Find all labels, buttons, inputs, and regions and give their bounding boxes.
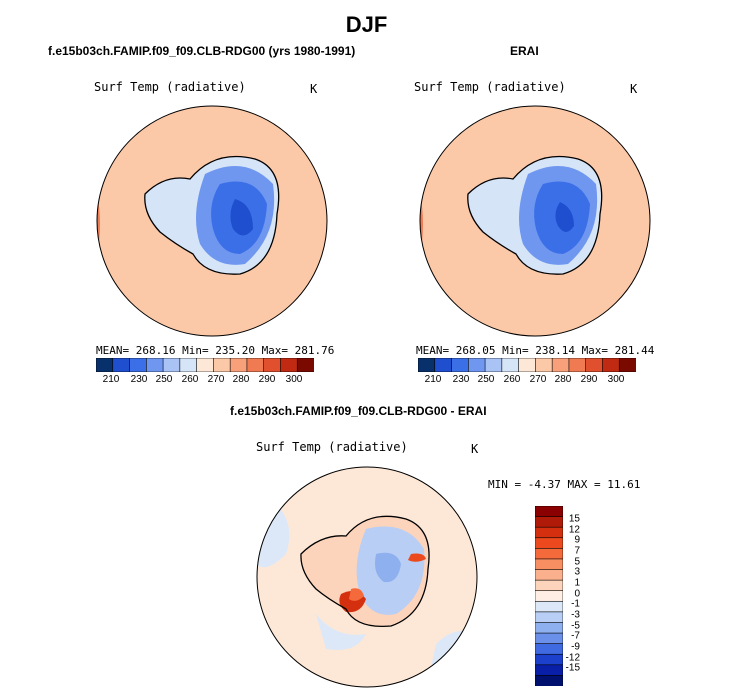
colorbar-swatch (146, 358, 164, 372)
tick-label: 1 (574, 577, 580, 589)
tick-label: 270 (529, 374, 547, 385)
tick-label: 270 (207, 374, 225, 385)
panel1-colorbar (96, 358, 314, 372)
colorbar-swatch (434, 358, 453, 372)
colorbar-swatch (96, 358, 114, 372)
panel1-title: f.e15b03ch.FAMIP.f09_f09.CLB-RDG00 (yrs … (48, 44, 356, 58)
colorbar-swatch (196, 358, 215, 372)
panel2-units: K (630, 82, 638, 96)
tick-label: 300 (607, 374, 625, 385)
tick-label: 260 (181, 374, 199, 385)
panel3-polar-map (256, 466, 478, 688)
colorbar-swatch (129, 358, 148, 372)
panel2-polar-map (419, 105, 651, 337)
tick-label: -9 (571, 641, 580, 653)
panel1-colorbar-ticks: 210 230 250 260 270 280 290 300 (96, 374, 314, 388)
tick-label: 3 (574, 566, 580, 578)
tick-label: 15 (568, 513, 580, 525)
colorbar-swatch (618, 358, 636, 372)
tick-label: 9 (574, 534, 580, 546)
panel2-colorbar-ticks: 210 230 250 260 270 280 290 300 (418, 374, 636, 388)
panel2-colorbar (418, 358, 636, 372)
panel2-stats: MEAN= 268.05 Min= 238.14 Max= 281.44 (416, 344, 655, 357)
tick-label: 290 (258, 374, 276, 385)
panel2-variable-label: Surf Temp (radiative) (414, 80, 566, 94)
colorbar-swatch (179, 358, 198, 372)
tick-label: 280 (554, 374, 572, 385)
colorbar-swatch (451, 358, 470, 372)
colorbar-swatch (518, 358, 537, 372)
colorbar-swatch (535, 675, 563, 686)
panel2-title: ERAI (510, 44, 539, 58)
tick-label: 250 (477, 374, 495, 385)
tick-label: -3 (571, 609, 580, 621)
tick-label: -12 (565, 652, 580, 664)
colorbar-swatch (246, 358, 265, 372)
colorbar-swatch (602, 358, 621, 372)
colorbar-swatch (484, 358, 503, 372)
panel3-units: K (471, 442, 479, 456)
panel3-colorbar (535, 506, 563, 686)
tick-label: 5 (574, 556, 580, 568)
tick-label: 210 (424, 374, 442, 385)
figure-title: DJF (345, 12, 388, 37)
tick-label: 260 (503, 374, 521, 385)
colorbar-swatch (418, 358, 436, 372)
colorbar-swatch (280, 358, 299, 372)
tick-label: -1 (571, 598, 580, 610)
colorbar-swatch (551, 358, 570, 372)
colorbar-swatch (263, 358, 282, 372)
colorbar-swatch (112, 358, 131, 372)
panel3-stats: MIN = -4.37 MAX = 11.61 (488, 478, 641, 491)
tick-label: 12 (568, 524, 580, 536)
tick-label: -7 (571, 630, 580, 642)
panel1-units: K (310, 82, 318, 96)
tick-label: 230 (130, 374, 148, 385)
colorbar-swatch (213, 358, 231, 372)
colorbar-swatch (162, 358, 181, 372)
tick-label: 250 (155, 374, 173, 385)
colorbar-swatch (501, 358, 520, 372)
panel1-variable-label: Surf Temp (radiative) (94, 80, 246, 94)
colorbar-swatch (468, 358, 486, 372)
panel3-variable-label: Surf Temp (radiative) (256, 440, 408, 454)
tick-label: 300 (285, 374, 303, 385)
tick-label: 230 (452, 374, 470, 385)
tick-label: 280 (232, 374, 250, 385)
panel1-stats: MEAN= 268.16 Min= 235.20 Max= 281.76 (96, 344, 335, 357)
colorbar-swatch (535, 358, 553, 372)
colorbar-swatch (568, 358, 587, 372)
tick-label: 7 (574, 545, 580, 557)
colorbar-swatch (296, 358, 314, 372)
tick-label: 0 (574, 588, 580, 600)
panel3-colorbar-ticks: 15 12 9 7 5 3 1 0 -1 -3 -5 -7 -9 -12 -15 (540, 506, 590, 686)
tick-label: -5 (571, 620, 580, 632)
tick-label: -15 (565, 662, 580, 674)
tick-label: 210 (102, 374, 120, 385)
panel3-title: f.e15b03ch.FAMIP.f09_f09.CLB-RDG00 - ERA… (230, 404, 487, 418)
colorbar-swatch (585, 358, 604, 372)
panel1-polar-map (96, 105, 328, 337)
tick-label: 290 (580, 374, 598, 385)
colorbar-swatch (229, 358, 248, 372)
